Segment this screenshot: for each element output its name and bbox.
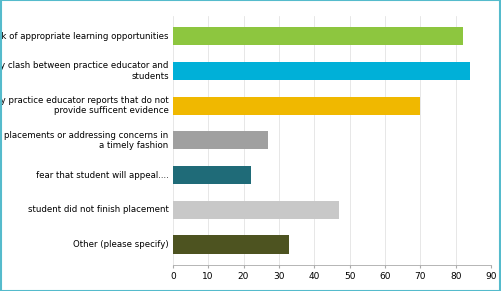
Bar bbox=[173, 235, 290, 253]
Bar bbox=[173, 201, 339, 219]
Bar bbox=[173, 27, 463, 45]
Bar bbox=[173, 166, 250, 184]
Text: Figure 11.: Common issues to emerge in panels in relation to failing students: Figure 11.: Common issues to emerge in p… bbox=[4, 10, 300, 19]
Bar bbox=[173, 132, 269, 149]
Bar bbox=[173, 97, 420, 115]
Bar bbox=[173, 62, 470, 80]
